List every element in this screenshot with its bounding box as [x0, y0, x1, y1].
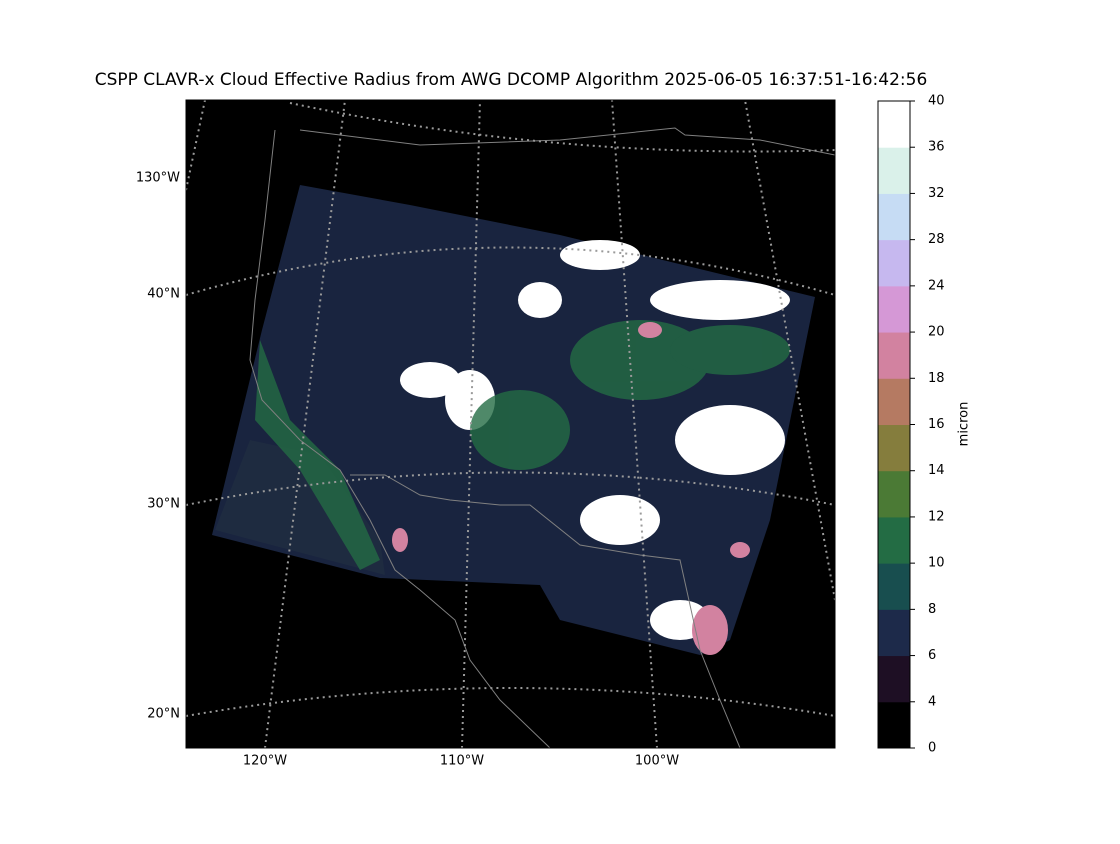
- ocean-cloud: [215, 440, 385, 575]
- border-north: [299, 127, 835, 156]
- lon-label: 100°W: [635, 754, 679, 769]
- lat-label: 30°N: [147, 497, 180, 512]
- coastline: [249, 129, 551, 748]
- graticule: [186, 687, 835, 717]
- pink-clouds: [392, 322, 750, 655]
- lon-label: 110°W: [440, 754, 484, 769]
- colorbar-segment: [878, 332, 910, 379]
- colorbar-tick-label: 12: [928, 509, 945, 524]
- colorbar-segment: [878, 470, 910, 518]
- colorbar: micron 0 4 6 8 10 12 14 16 18 20 24 28 32 36 40: [877, 94, 972, 756]
- colorbar-segment: [878, 378, 910, 425]
- lat-label: 130°W: [136, 171, 180, 186]
- colorbar-segment: [878, 609, 910, 657]
- mid-clouds: [470, 320, 790, 470]
- colorbar-label: micron: [957, 402, 972, 447]
- colorbar-tick-label: 32: [928, 186, 945, 201]
- colorbar-tick-label: 24: [928, 278, 945, 293]
- colorbar-segment: [878, 424, 910, 472]
- lat-label: 20°N: [147, 707, 180, 722]
- colorbar-tick-label: 4: [928, 694, 936, 709]
- colorbar-segment: [878, 516, 910, 564]
- colorbar-segment: [878, 285, 910, 333]
- colorbar-tick-label: 18: [928, 371, 945, 386]
- colorbar-tick-label: 16: [928, 417, 945, 432]
- colorbar-segment: [878, 655, 910, 703]
- colorbar-segment: [878, 147, 910, 194]
- colorbar-tick-label: 0: [928, 741, 936, 756]
- colorbar-segment: [878, 193, 910, 241]
- colorbar-segment: [878, 701, 910, 749]
- colorbar-tick-label: 40: [928, 94, 945, 109]
- colorbar-tick-label: 10: [928, 556, 945, 571]
- colorbar-tick-label: 36: [928, 140, 945, 155]
- colorbar-tick-label: 14: [928, 463, 945, 478]
- map: 130°W 40°N 30°N 20°N 120°W 110°W 100°W: [136, 99, 836, 769]
- colorbar-segment: [878, 563, 910, 610]
- colorbar-tick-label: 28: [928, 232, 945, 247]
- graticule: [744, 100, 835, 601]
- graticule: [611, 100, 658, 748]
- map-frame: [185, 99, 836, 749]
- lon-label: 120°W: [243, 754, 287, 769]
- title: CSPP CLAVR-x Cloud Effective Radius from…: [95, 70, 928, 90]
- colorbar-tick-label: 8: [928, 602, 936, 617]
- border: [350, 474, 741, 748]
- colorbar-segment: [878, 101, 910, 148]
- lat-label: 40°N: [147, 287, 180, 302]
- colorbar-segment: [878, 239, 910, 287]
- colorbar-tick-label: 20: [928, 325, 945, 340]
- colorbar-tick-label: 6: [928, 648, 936, 663]
- coastal-cloud: [255, 340, 380, 570]
- graticule: [264, 100, 346, 748]
- graticule: [461, 100, 481, 748]
